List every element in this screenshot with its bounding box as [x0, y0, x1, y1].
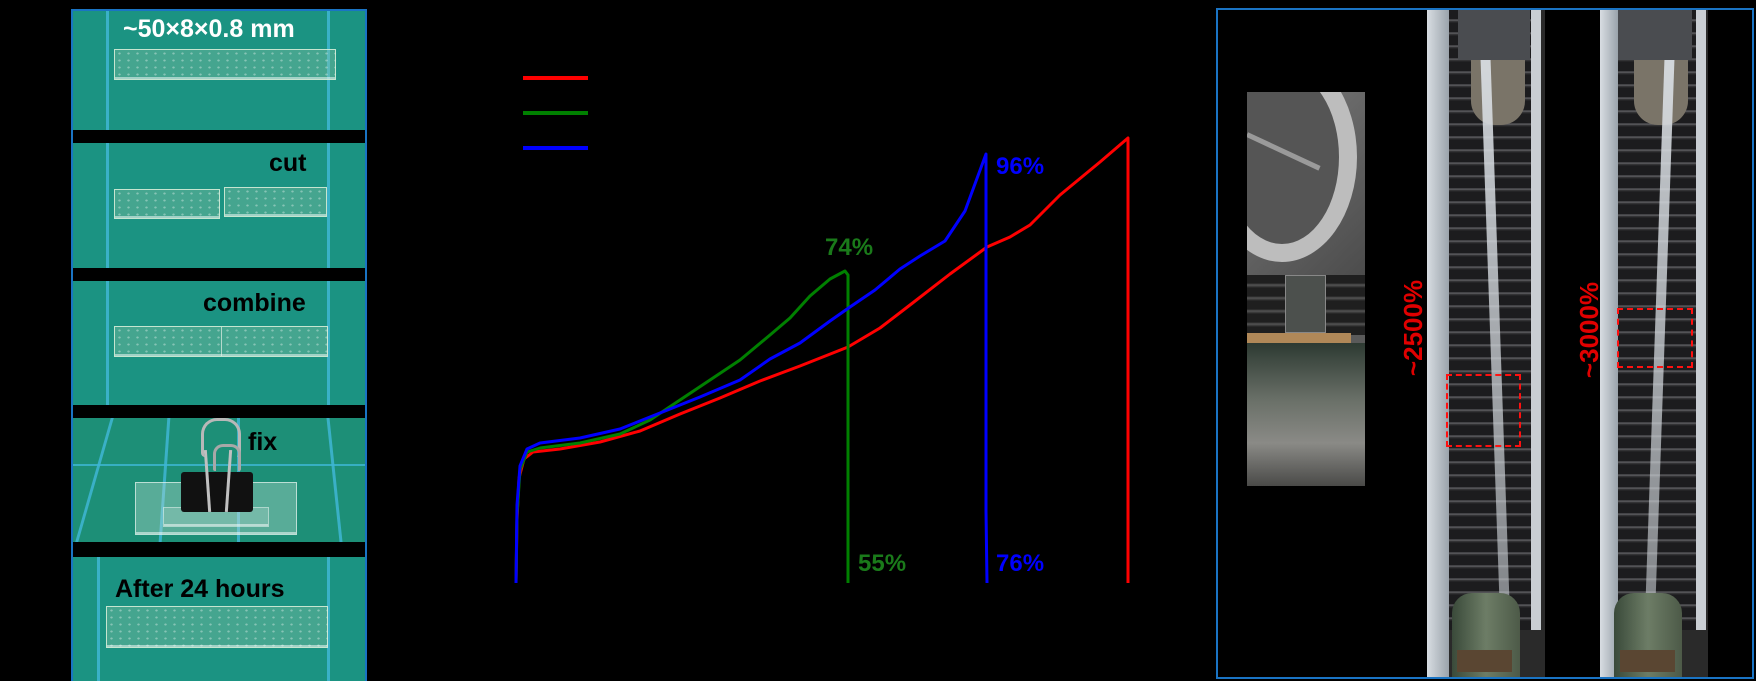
sample-strip-combined	[114, 326, 328, 357]
sample-strip-half-right	[224, 187, 327, 217]
step-photo-original-sample: ~50×8×0.8 mm	[73, 11, 365, 130]
legend-line-red	[523, 76, 588, 80]
label-2500-percent: ~2500%	[1398, 279, 1428, 377]
label-3000-percent: ~3000%	[1574, 281, 1604, 379]
sample-strip-half-left	[114, 189, 220, 219]
chart-plot-area	[514, 136, 1130, 584]
stress-strain-chart: 74% 55% 96% 76%	[480, 40, 1160, 640]
highlight-box-3000	[1617, 308, 1693, 368]
healed-sample-strip	[106, 606, 328, 648]
series-line-blue	[514, 152, 989, 584]
photo-initial-grip	[1247, 92, 1365, 486]
step-label-combine: combine	[203, 289, 306, 317]
annotation-blue-break: 76%	[996, 550, 1045, 577]
step-photo-fix: fix	[73, 418, 365, 542]
step-photo-combine: combine	[73, 281, 365, 405]
specimen	[1285, 275, 1326, 333]
step-label-fix: fix	[248, 428, 278, 456]
binder-clip-icon	[181, 472, 253, 512]
sample-strip	[114, 49, 336, 80]
tensile-test-photo-panel: ~2500% ~3000%	[1216, 8, 1754, 679]
highlight-box-2500	[1446, 374, 1521, 447]
step-label-cut: cut	[269, 149, 307, 177]
series-line-red	[514, 136, 1130, 584]
photo-stretched-3000	[1600, 10, 1708, 677]
legend-line-green	[523, 111, 588, 115]
legend-line-blue	[523, 146, 588, 150]
annotation-blue-peak: 96%	[996, 153, 1045, 180]
series-line-green	[514, 269, 850, 584]
step-photo-cut: cut	[73, 143, 365, 268]
sample-preparation-panel: ~50×8×0.8 mm cut combine fix	[71, 9, 367, 681]
step-photo-after-24-hours: After 24 hours	[73, 557, 365, 681]
photo-stretched-2500	[1427, 10, 1545, 677]
step-label-dimensions: ~50×8×0.8 mm	[123, 15, 295, 43]
annotation-green-peak: 74%	[825, 234, 874, 261]
step-label-after-24-hours: After 24 hours	[115, 575, 285, 603]
annotation-green-break: 55%	[858, 550, 907, 577]
